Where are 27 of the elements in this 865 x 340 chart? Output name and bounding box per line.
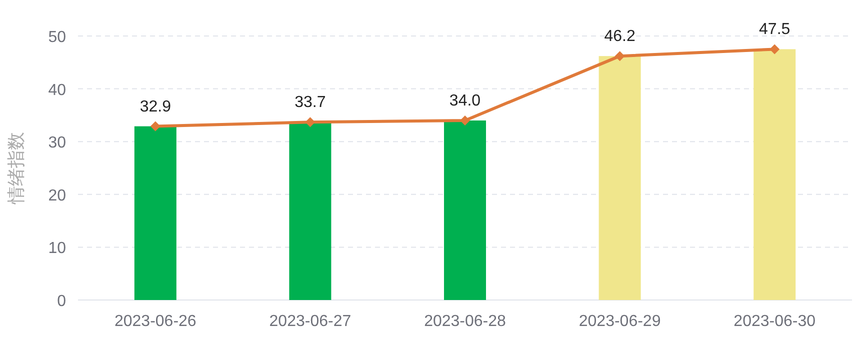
y-tick-label: 10: [48, 240, 66, 258]
data-label: 47.5: [759, 21, 790, 38]
point: [150, 121, 160, 132]
x-tick-label: 2023-06-26: [114, 313, 196, 330]
x-tick-label: 2023-06-29: [578, 313, 661, 330]
data-label: 33.7: [294, 94, 326, 112]
bar: [444, 120, 486, 300]
data-label: 46.2: [604, 28, 636, 46]
y-tick-label: 50: [48, 29, 66, 46]
y-tick-label: 30: [48, 134, 66, 152]
y-tick-label: 40: [48, 82, 66, 99]
x-tick-label: 2023-06-27: [269, 313, 352, 330]
data-label: 34.0: [449, 92, 481, 110]
x-tick-label: 2023-06-28: [424, 313, 506, 330]
bar: [754, 49, 796, 300]
point: [614, 51, 625, 62]
point: [770, 44, 780, 54]
bar: [598, 56, 641, 300]
x-tick-label: 2023-06-30: [734, 313, 816, 330]
y-tick-label: 0: [57, 293, 66, 310]
y-axis-title: 情绪指数: [6, 132, 26, 205]
y-tick-label: 20: [48, 187, 66, 204]
point: [460, 115, 470, 126]
point: [305, 117, 316, 128]
data-label: 32.9: [140, 98, 172, 116]
bar: [289, 122, 332, 300]
bar: [134, 126, 176, 300]
